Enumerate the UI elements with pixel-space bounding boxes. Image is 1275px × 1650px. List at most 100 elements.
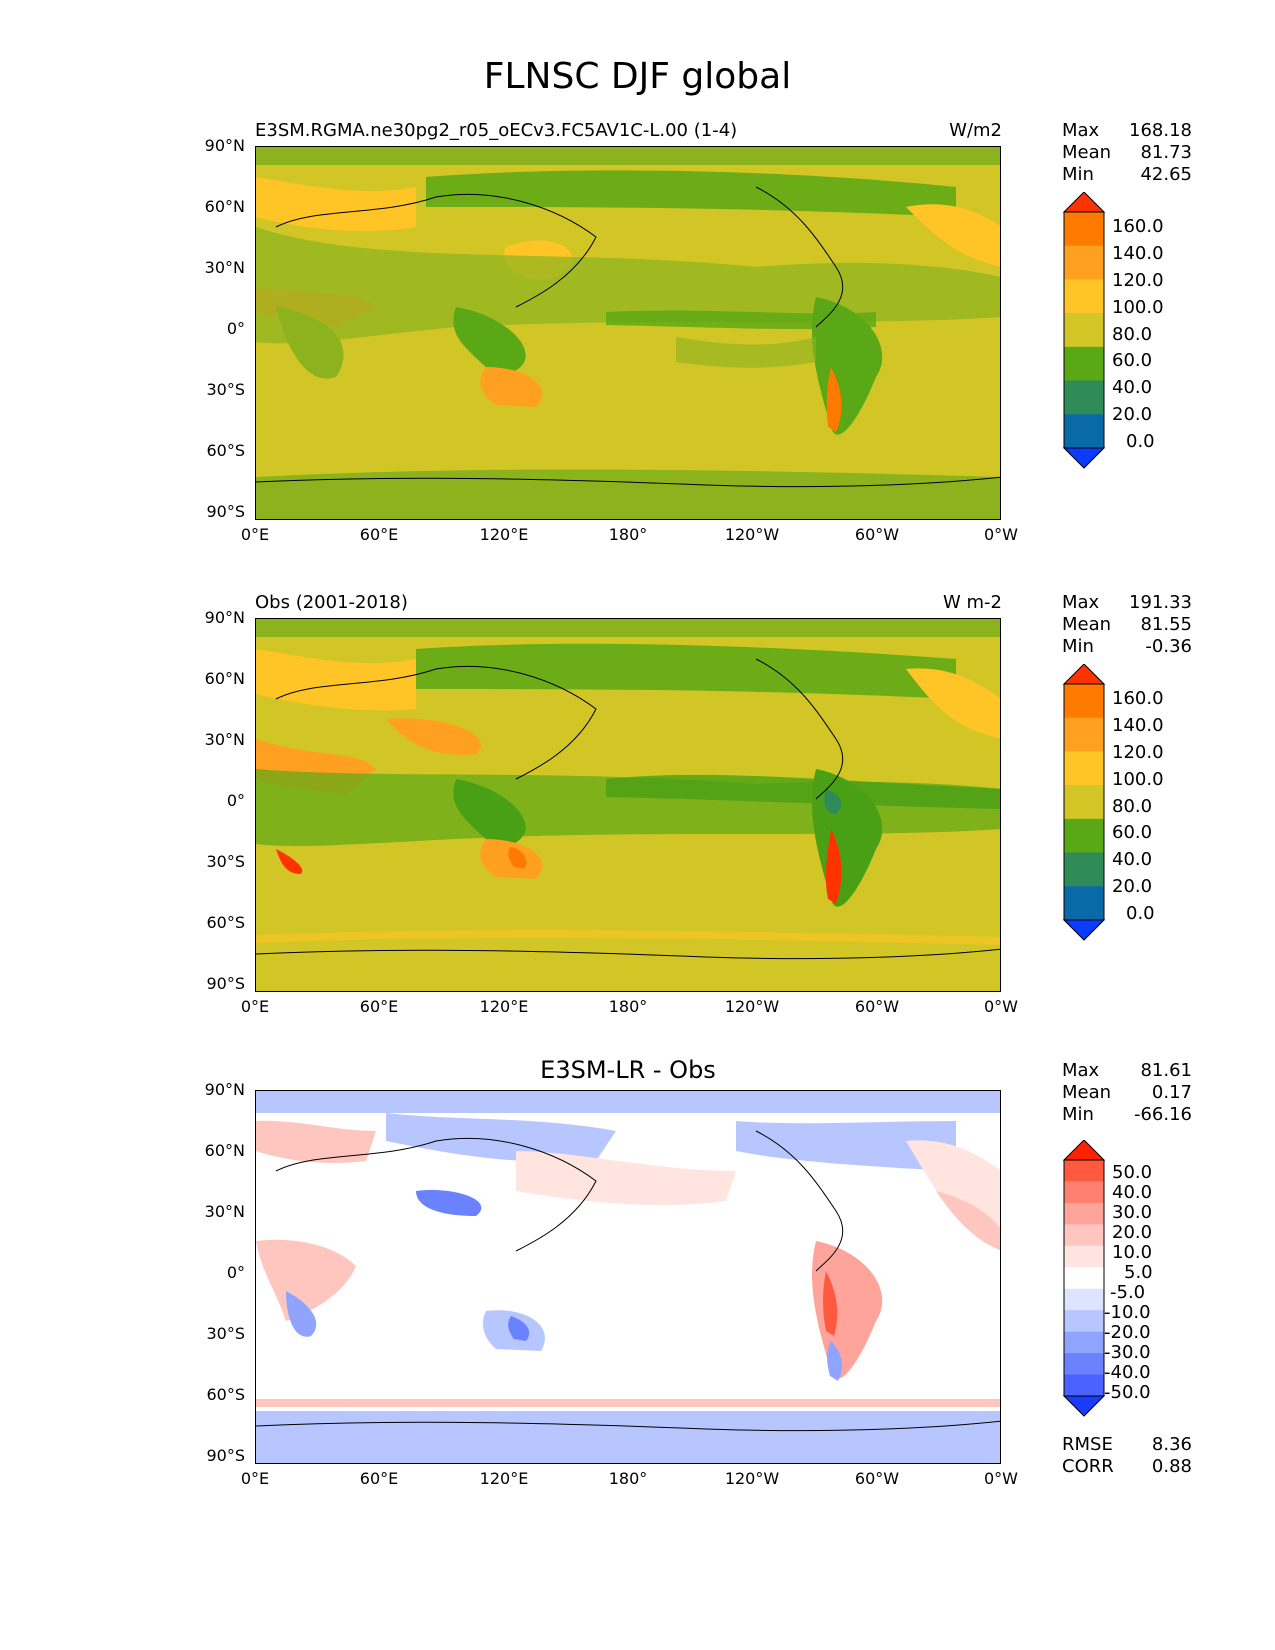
map-diff	[255, 1090, 1001, 1464]
colorbar-segment	[1064, 886, 1104, 921]
x-tick: 120°E	[479, 1469, 529, 1488]
colorbar-label: -5.0	[1110, 1282, 1146, 1303]
x-tick: 60°E	[359, 1469, 399, 1488]
colorbar-segment	[1064, 818, 1104, 854]
colorbar-segment	[1064, 1374, 1104, 1397]
x-tick: 0°E	[240, 525, 270, 544]
colorbar-segment	[1064, 1202, 1104, 1225]
colorbar-label: 0.0	[1126, 903, 1155, 924]
colorbar-label: 20.0	[1112, 1222, 1153, 1243]
x-tick: 0°W	[984, 1469, 1018, 1488]
colorbar-segment	[1064, 1160, 1104, 1182]
colorbar-label: -20.0	[1104, 1322, 1151, 1343]
colorbar-label: 140.0	[1112, 243, 1164, 264]
y-tick: 90°N	[204, 608, 245, 627]
stat-mean: 81.55	[1140, 614, 1192, 635]
panel-title: E3SM.RGMA.ne30pg2_r05_oECv3.FC5AV1C-L.00…	[255, 120, 738, 141]
stat-max: 81.61	[1140, 1060, 1192, 1081]
colorbar-label: 50.0	[1112, 1162, 1153, 1183]
colorbar-label: 20.0	[1112, 404, 1153, 425]
colorbar-label: 120.0	[1112, 742, 1164, 763]
colorbar	[1062, 1140, 1106, 1417]
colorbar-label: 10.0	[1112, 1242, 1153, 1263]
x-tick: 60°W	[854, 1469, 900, 1488]
x-tick: 60°E	[359, 525, 399, 544]
y-tick: 30°N	[204, 730, 245, 749]
stat-min: 42.65	[1140, 164, 1192, 185]
colorbar-segment	[1064, 380, 1104, 415]
map-model	[255, 146, 1001, 520]
colorbar-segment	[1064, 414, 1104, 449]
map-svg	[256, 147, 1000, 519]
colorbar-segment	[1064, 1245, 1104, 1268]
y-tick: 60°S	[206, 1385, 245, 1404]
colorbar-label: 140.0	[1112, 715, 1164, 736]
y-tick: 30°S	[206, 1324, 245, 1343]
colorbar-segment	[1064, 751, 1104, 786]
stats-box: Max 191.33 Mean 81.55 Min -0.36	[1062, 592, 1192, 658]
x-tick: 120°W	[724, 1469, 780, 1488]
colorbar-label: 160.0	[1112, 688, 1164, 709]
x-tick: 60°W	[854, 525, 900, 544]
colorbar-segment	[1064, 1288, 1104, 1311]
stats-box: Max 168.18 Mean 81.73 Min 42.65	[1062, 120, 1192, 186]
y-tick: 90°S	[206, 502, 245, 521]
colorbar-extend-bottom	[1062, 447, 1106, 469]
colorbar-extend-top	[1062, 664, 1106, 685]
colorbar-segment	[1064, 717, 1104, 752]
colorbar-extend-top	[1062, 1140, 1106, 1161]
y-tick: 90°N	[204, 1080, 245, 1099]
colorbar-label: 20.0	[1112, 876, 1153, 897]
colorbar-segment	[1064, 279, 1104, 314]
stat-label: Max	[1062, 1060, 1100, 1081]
x-tick: 120°W	[724, 997, 780, 1016]
colorbar	[1062, 664, 1106, 941]
y-tick: 90°N	[204, 136, 245, 155]
y-tick: 30°S	[206, 852, 245, 871]
y-tick: 60°S	[206, 913, 245, 932]
figure-title: FLNSC DJF global	[483, 56, 792, 97]
panel-title: Obs (2001-2018)	[255, 592, 408, 613]
panel-model: E3SM.RGMA.ne30pg2_r05_oECv3.FC5AV1C-L.00…	[0, 120, 1275, 580]
x-tick: 120°W	[724, 525, 780, 544]
stat-max: 168.18	[1129, 120, 1192, 141]
colorbar-label: 60.0	[1112, 350, 1153, 371]
y-tick: 60°N	[204, 197, 245, 216]
panel-units: W m-2	[942, 592, 1002, 613]
stat-label: Min	[1062, 636, 1094, 657]
colorbar-segment	[1064, 785, 1104, 820]
colorbar-label: 80.0	[1112, 324, 1153, 345]
map-svg	[256, 1091, 1000, 1463]
colorbar-extend-top	[1062, 192, 1106, 213]
colorbar-label: 30.0	[1112, 1202, 1153, 1223]
colorbar-frame	[1063, 683, 1105, 921]
stats-box: Max 81.61 Mean 0.17 Min -66.16	[1062, 1060, 1192, 1126]
metric-rmse: 8.36	[1151, 1434, 1192, 1455]
stat-label: Min	[1062, 1104, 1094, 1125]
y-tick: 0°	[226, 319, 245, 338]
stat-mean: 0.17	[1151, 1082, 1192, 1103]
colorbar-segment	[1064, 1331, 1104, 1354]
panel-units: W/m2	[949, 120, 1002, 141]
colorbar-segment	[1064, 245, 1104, 280]
colorbar-segment	[1064, 1267, 1104, 1290]
x-tick: 180°	[608, 525, 648, 544]
y-tick: 90°S	[206, 1446, 245, 1465]
x-tick: 180°	[608, 1469, 648, 1488]
y-tick: 30°N	[204, 1202, 245, 1221]
stat-mean: 81.73	[1140, 142, 1192, 163]
map-svg	[256, 619, 1000, 991]
stat-label: Mean	[1062, 614, 1112, 635]
y-tick: 0°	[226, 791, 245, 810]
x-tick: 0°W	[984, 525, 1018, 544]
colorbar	[1062, 192, 1106, 469]
y-tick: 30°S	[206, 380, 245, 399]
x-tick: 60°E	[359, 997, 399, 1016]
x-tick: 60°W	[854, 997, 900, 1016]
y-tick: 0°	[226, 1263, 245, 1282]
colorbar-label: -30.0	[1104, 1342, 1151, 1363]
colorbar-extend-bottom	[1062, 919, 1106, 941]
colorbar-label: -50.0	[1104, 1382, 1151, 1403]
colorbar-segment	[1064, 1353, 1104, 1376]
colorbar-segment	[1064, 852, 1104, 887]
